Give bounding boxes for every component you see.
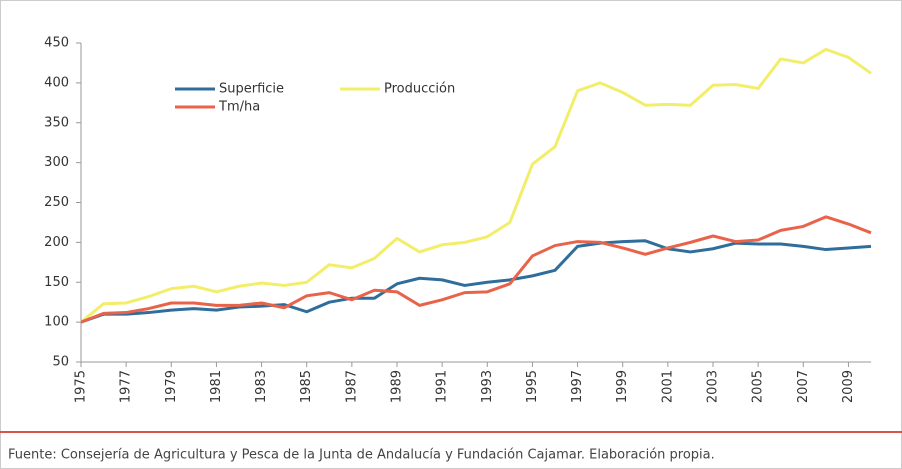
- x-tick-label: 2001: [660, 370, 675, 403]
- series-line: [80, 215, 872, 324]
- x-tick-label: 1999: [615, 370, 630, 403]
- x-tick-label: 1975: [74, 370, 89, 403]
- y-tick-label: 200: [44, 235, 69, 250]
- x-tick-label: 1979: [164, 370, 179, 403]
- legend-label: Producción: [384, 82, 455, 97]
- x-tick-label: 2005: [751, 370, 766, 403]
- x-tick-label: 1993: [480, 370, 495, 403]
- y-tick-label: 400: [44, 75, 69, 90]
- x-tick-label: 1983: [254, 370, 269, 403]
- legend-label: Tm/ha: [218, 100, 260, 115]
- series-line: [80, 47, 872, 324]
- y-tick-label: 450: [44, 36, 69, 51]
- x-tick-label: 1989: [390, 370, 405, 403]
- y-tick-label: 250: [44, 195, 69, 210]
- series-line: [80, 239, 872, 324]
- x-tick-label: 2007: [796, 370, 811, 403]
- y-tick-label: 50: [52, 355, 69, 370]
- legend-label: Superficie: [219, 82, 284, 97]
- x-tick-label: 2009: [841, 370, 856, 403]
- y-tick-label: 150: [44, 275, 69, 290]
- x-tick-label: 1997: [570, 370, 585, 403]
- x-tick-label: 2003: [706, 370, 721, 403]
- y-tick-label: 300: [44, 155, 69, 170]
- x-tick-label: 1981: [209, 370, 224, 403]
- x-tick-label: 1987: [344, 370, 359, 403]
- source: Fuente: Consejería de Agricultura y Pesc…: [8, 448, 715, 463]
- y-tick-label: 100: [44, 315, 69, 330]
- x-tick-label: 1985: [299, 370, 314, 403]
- y-tick-label: 350: [44, 115, 69, 130]
- x-tick-label: 1977: [119, 370, 134, 403]
- x-tick-label: 1995: [525, 370, 540, 403]
- x-tick-label: 1991: [435, 370, 450, 403]
